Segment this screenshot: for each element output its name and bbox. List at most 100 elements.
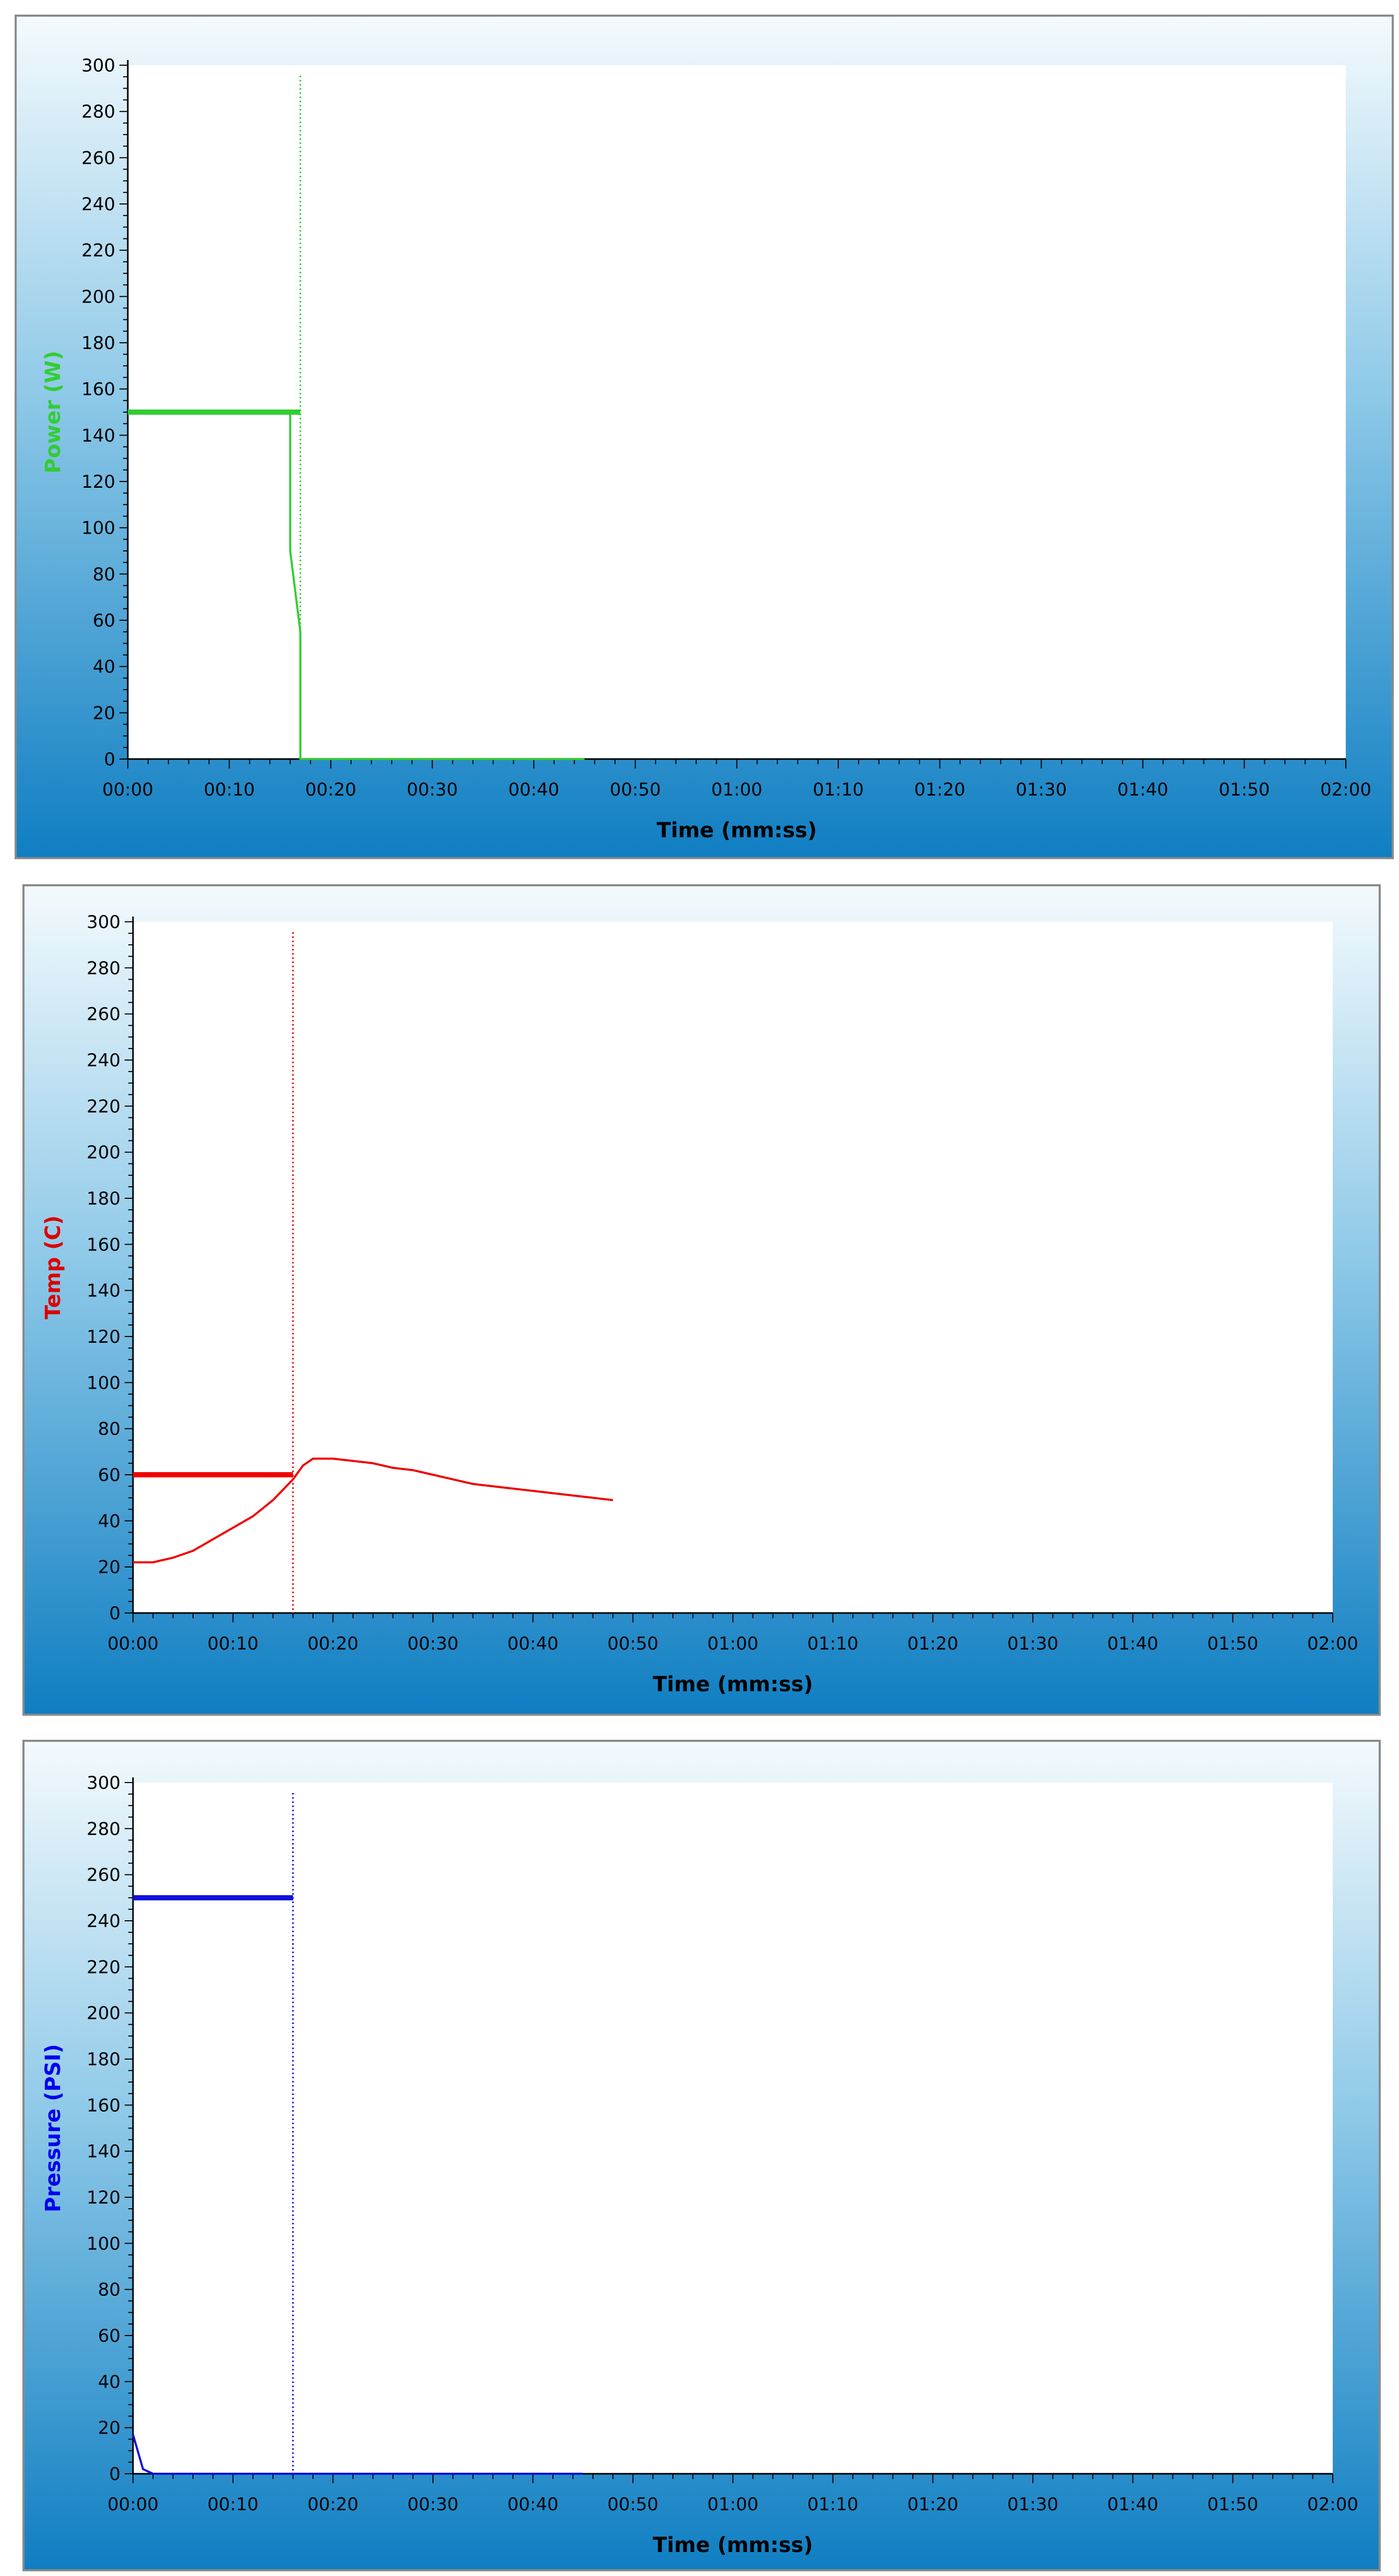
x-tick-label: 00:00: [102, 779, 153, 800]
y-tick-label: 120: [81, 472, 115, 492]
y-tick-label: 100: [81, 518, 115, 539]
x-tick-label: 01:40: [1117, 779, 1168, 800]
pressure-chart: 0 20 40 60 80 100 120 140 160 180 200 220 240 260 280 3…: [22, 1740, 1381, 2571]
x-tick-label: 01:30: [1016, 779, 1067, 800]
x-tick-label: 00:40: [508, 779, 559, 800]
x-tick-label: 00:10: [208, 2494, 259, 2515]
y-axis-title: Power (W): [41, 351, 65, 473]
plot-area: [128, 65, 1346, 759]
y-tick-label: 240: [87, 1050, 120, 1071]
y-tick-label: 80: [93, 564, 115, 585]
plot-area: [133, 922, 1333, 1613]
y-tick-label: 0: [109, 1603, 120, 1624]
y-tick-label: 180: [87, 1188, 120, 1209]
x-tick-label: 01:10: [813, 779, 864, 800]
y-tick-label: 40: [98, 2372, 120, 2392]
y-tick-label: 240: [87, 1911, 120, 1932]
y-tick-label: 200: [87, 2003, 120, 2024]
y-tick-label: 140: [87, 1281, 120, 1302]
y-tick-label: 40: [98, 1511, 120, 1532]
x-tick-label: 01:30: [1007, 1633, 1058, 1654]
x-tick-label: 01:30: [1007, 2494, 1058, 2515]
x-axis-title: Time (mm:ss): [653, 2533, 813, 2557]
temp-chart: 0 20 40 60 80 100 120 140 160 180 200 220 240 260 280 3…: [22, 884, 1381, 1716]
x-tick-label: 01:20: [907, 1633, 958, 1654]
power-chart: 0 20 40 60 80 100 120 140 160 180 200 220 240 260 280 3…: [15, 15, 1394, 859]
x-tick-label: 01:50: [1219, 779, 1270, 800]
x-tick-label: 01:40: [1107, 2494, 1159, 2515]
x-tick-label: 02:00: [1307, 2494, 1358, 2515]
series-line: [128, 411, 585, 760]
y-axis-title: Temp (C): [41, 1215, 65, 1319]
x-tick-label: 02:00: [1320, 779, 1371, 800]
y-tick-label: 280: [87, 1819, 120, 1839]
x-tick-label: 00:30: [407, 1633, 459, 1654]
y-tick-label: 0: [109, 2464, 120, 2485]
x-tick-label: 01:50: [1207, 2494, 1258, 2515]
x-tick-label: 01:40: [1107, 1633, 1159, 1654]
x-tick-label: 00:20: [305, 779, 356, 800]
y-tick-label: 160: [87, 1234, 120, 1255]
x-tick-label: 01:00: [711, 779, 763, 800]
y-tick-label: 260: [87, 1004, 120, 1025]
y-tick-label: 220: [87, 1096, 120, 1117]
x-tick-label: 00:50: [607, 1633, 658, 1654]
y-tick-label: 20: [93, 703, 115, 724]
x-tick-label: 00:20: [307, 1633, 358, 1654]
x-tick-label: 00:50: [610, 779, 661, 800]
y-tick-label: 220: [81, 240, 115, 261]
y-tick-label: 0: [104, 749, 115, 770]
y-tick-label: 160: [87, 2095, 120, 2116]
y-tick-label: 200: [87, 1142, 120, 1163]
x-tick-label: 01:10: [807, 2494, 859, 2515]
x-tick-label: 00:10: [204, 779, 255, 800]
y-tick-label: 160: [81, 379, 115, 400]
y-tick-label: 40: [93, 657, 115, 678]
x-tick-label: 01:50: [1207, 1633, 1258, 1654]
x-tick-label: 01:00: [707, 2494, 758, 2515]
y-tick-label: 180: [87, 2049, 120, 2070]
y-tick-label: 80: [98, 2280, 120, 2301]
y-tick-label: 60: [93, 610, 115, 631]
x-axis-title: Time (mm:ss): [653, 1672, 813, 1696]
x-axis-title: Time (mm:ss): [657, 818, 817, 842]
y-tick-label: 300: [87, 1773, 120, 1793]
y-axis-title: Pressure (PSI): [41, 2044, 65, 2212]
y-tick-label: 60: [98, 2326, 120, 2346]
y-tick-label: 220: [87, 1957, 120, 1978]
x-tick-label: 00:40: [508, 2494, 559, 2515]
x-tick-label: 00:00: [107, 2494, 159, 2515]
y-tick-label: 60: [98, 1465, 120, 1486]
x-tick-label: 00:30: [407, 2494, 459, 2515]
y-tick-label: 140: [87, 2141, 120, 2162]
series-line: [132, 2434, 583, 2475]
series-line: [133, 1458, 613, 1563]
y-tick-label: 260: [87, 1865, 120, 1886]
y-tick-label: 100: [87, 1373, 120, 1393]
y-tick-label: 80: [98, 1419, 120, 1440]
y-tick-label: 240: [81, 194, 115, 215]
plot-area: [133, 1783, 1333, 2474]
x-tick-label: 01:10: [807, 1633, 859, 1654]
x-tick-label: 01:20: [914, 779, 966, 800]
x-tick-label: 00:10: [208, 1633, 259, 1654]
y-tick-label: 260: [81, 148, 115, 168]
y-tick-label: 180: [81, 333, 115, 354]
y-tick-label: 100: [87, 2233, 120, 2254]
x-tick-label: 02:00: [1307, 1633, 1358, 1654]
x-tick-label: 01:20: [907, 2494, 958, 2515]
x-tick-label: 00:30: [407, 779, 458, 800]
y-tick-label: 120: [87, 1327, 120, 1347]
y-tick-label: 200: [81, 286, 115, 307]
x-tick-label: 00:20: [307, 2494, 358, 2515]
y-tick-label: 20: [98, 1557, 120, 1578]
x-tick-label: 01:00: [707, 1633, 758, 1654]
x-tick-label: 00:50: [607, 2494, 658, 2515]
y-tick-label: 300: [81, 55, 115, 76]
y-tick-label: 120: [87, 2187, 120, 2208]
y-tick-label: 300: [87, 912, 120, 933]
y-tick-label: 280: [87, 958, 120, 979]
x-tick-label: 00:00: [107, 1633, 159, 1654]
y-tick-label: 140: [81, 425, 115, 446]
y-tick-label: 280: [81, 102, 115, 123]
